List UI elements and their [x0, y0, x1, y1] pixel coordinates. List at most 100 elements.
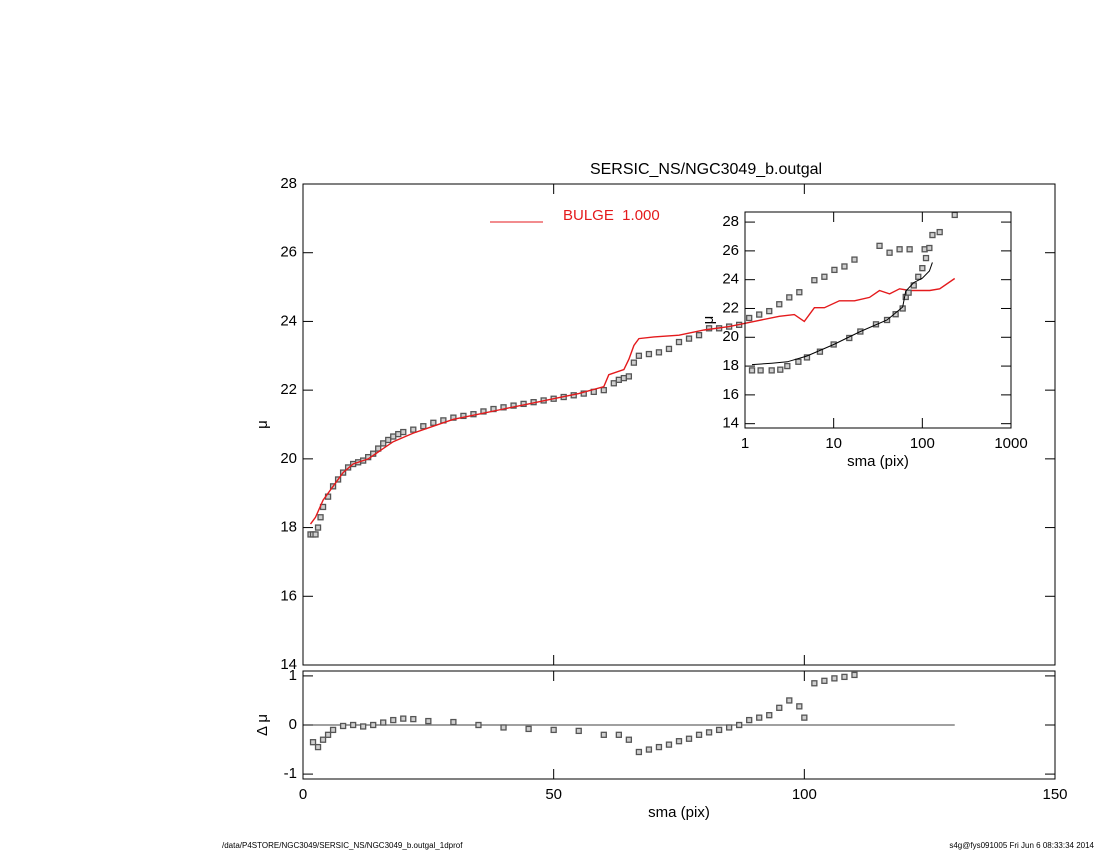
data-point: [610, 380, 617, 387]
data-point: [910, 282, 917, 289]
data-point: [630, 359, 638, 366]
data-point: [784, 362, 791, 370]
data-point: [460, 412, 467, 420]
model-line: [309, 277, 956, 525]
data-point: [410, 426, 417, 433]
data-point: [500, 724, 507, 731]
plot-frame: [302, 183, 1056, 666]
data-point: [675, 738, 683, 745]
data-point: [370, 721, 377, 729]
data-point: [766, 712, 773, 719]
y-tick-label: 26: [722, 242, 739, 259]
data-point: [385, 436, 392, 444]
data-point: [314, 743, 322, 751]
y-axis-label: μ: [700, 316, 717, 325]
y-tick-label: 18: [280, 519, 297, 536]
data-point: [929, 231, 936, 239]
y-tick-label: 22: [280, 381, 297, 398]
y-tick-label: 28: [722, 213, 739, 230]
footer-stamp: s4g@fys091005 Fri Jun 6 08:33:34 2014: [949, 841, 1094, 850]
data-point: [715, 726, 723, 734]
x-tick-label: 10: [825, 435, 842, 452]
x-tick-label: 150: [1042, 786, 1067, 803]
legend-label: BULGE 1.000: [563, 207, 660, 224]
data-point: [685, 735, 693, 742]
data-point: [951, 211, 958, 219]
y-axis-label: Δ μ: [254, 714, 271, 736]
data-point: [685, 335, 693, 342]
data-point: [645, 350, 653, 358]
data-point: [821, 677, 828, 684]
data-point: [615, 731, 622, 738]
data-point: [400, 428, 407, 436]
data-point: [803, 354, 811, 361]
x-tick-label: 1: [741, 435, 749, 452]
y-tick-label: 0: [289, 716, 297, 733]
data-point: [801, 714, 808, 721]
y-tick-label: 18: [722, 357, 739, 374]
data-point: [675, 338, 683, 346]
data-point: [906, 246, 913, 253]
data-point: [795, 358, 802, 365]
y-axis-label: μ: [254, 420, 271, 429]
data-point: [757, 367, 764, 374]
data-point: [339, 722, 347, 730]
data-point: [324, 731, 332, 738]
data-point: [450, 414, 457, 421]
data-point: [525, 725, 532, 733]
y-tick-label: 20: [722, 328, 739, 345]
data-point: [926, 244, 933, 252]
y-tick-label: 26: [280, 244, 297, 261]
y-tick-label: 28: [280, 175, 297, 192]
data-point: [748, 367, 756, 374]
data-point: [317, 514, 324, 521]
data-point: [395, 430, 402, 438]
y-tick-label: 14: [280, 656, 297, 673]
data-point: [312, 531, 319, 538]
data-point: [777, 366, 784, 373]
data-point: [851, 671, 858, 679]
x-tick-label: 50: [545, 786, 562, 803]
data-point: [314, 524, 322, 531]
data-point: [831, 675, 838, 682]
x-tick-label: 100: [910, 435, 935, 452]
data-point: [756, 311, 763, 318]
data-point: [319, 736, 327, 743]
y-tick-label: 20: [280, 450, 297, 467]
data-point: [851, 256, 858, 263]
data-point: [705, 729, 713, 736]
data-point: [776, 704, 783, 711]
x-tick-label: 1000: [994, 435, 1027, 452]
data-point: [746, 314, 753, 322]
y-tick-label: 16: [722, 386, 739, 403]
data-point: [776, 301, 783, 308]
model-line: [751, 262, 933, 366]
data-point: [615, 376, 622, 383]
data-point: [425, 717, 432, 725]
data-point: [886, 249, 893, 256]
data-point: [892, 311, 899, 318]
data-point: [695, 332, 703, 339]
data-point: [786, 697, 793, 704]
data-point: [635, 352, 643, 359]
data-point: [896, 246, 903, 253]
data-point: [786, 294, 793, 301]
y-tick-label: 16: [280, 587, 297, 604]
data-point: [841, 263, 848, 270]
y-tick-label: 14: [722, 415, 739, 432]
data-point: [831, 266, 838, 274]
data-point: [725, 724, 733, 731]
x-tick-label: 0: [299, 786, 307, 803]
data-point: [841, 673, 848, 681]
data-point: [500, 404, 507, 411]
footer-path: /data/P4STORE/NGC3049/SERSIC_NS/NGC3049_…: [222, 841, 463, 850]
y-tick-label: 1: [289, 667, 297, 684]
data-point: [309, 739, 317, 746]
x-tick-label: 100: [792, 786, 817, 803]
data-point: [665, 345, 673, 353]
data-point: [510, 402, 517, 409]
y-tick-label: 24: [280, 312, 297, 329]
data-point: [410, 715, 417, 723]
x-axis-label: sma (pix): [847, 453, 909, 470]
